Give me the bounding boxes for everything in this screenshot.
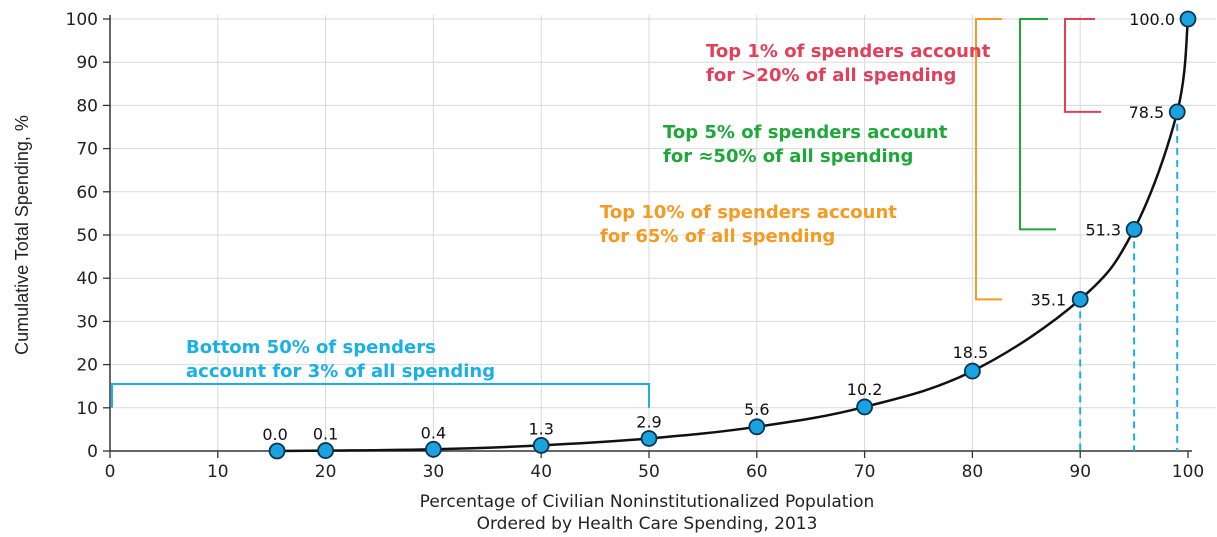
y-tick-label-30: 30	[76, 312, 98, 332]
data-point-0.0	[268, 442, 286, 460]
annotation-top5-line1: Top 5% of spenders account	[663, 122, 948, 143]
data-points	[268, 10, 1197, 460]
x-tick-label-10: 10	[207, 462, 229, 482]
x-tick-label-60: 60	[746, 462, 768, 482]
data-label-100.0: 100.0	[1129, 10, 1175, 29]
x-tick-label-40: 40	[530, 462, 552, 482]
annotation-top5-line2: for ≈50% of all spending	[663, 146, 913, 167]
x-tick-label-20: 20	[315, 462, 337, 482]
annotation-top1-line2: for >20% of all spending	[706, 65, 956, 86]
annotation-top10-line1: Top 10% of spenders account	[600, 202, 897, 223]
data-point-0.1	[317, 442, 335, 459]
data-point-2.9	[640, 430, 658, 447]
y-tick-label-60: 60	[76, 183, 98, 203]
data-label-10.2: 10.2	[847, 380, 883, 399]
x-axis-title-line1: Percentage of Civilian Noninstitutionali…	[420, 492, 875, 512]
data-point-78.5	[1168, 103, 1186, 121]
y-axis-title: Cumulative Total Spending, %	[12, 115, 32, 355]
y-tick-label-0: 0	[87, 442, 98, 462]
bracket-bottom50	[111, 383, 650, 408]
data-point-5.6	[748, 418, 766, 436]
y-tick-label-50: 50	[76, 226, 98, 246]
data-point-35.1	[1071, 290, 1089, 308]
bracket-top1	[1064, 18, 1101, 113]
data-point-0.4	[424, 440, 442, 458]
annotation-top1-line1: Top 1% of spenders account	[706, 41, 991, 62]
data-label-78.5: 78.5	[1129, 103, 1165, 122]
data-label-0.1: 0.1	[313, 425, 338, 444]
y-tick-label-20: 20	[76, 356, 98, 376]
y-tick-label-70: 70	[76, 140, 98, 160]
drop-lines	[1079, 111, 1179, 451]
data-point-100.0	[1179, 10, 1197, 28]
data-labels: 0.0 0.1 0.4 1.3 2.9 5.6 10.2 18.5 35.1 51.3 78.5 10…	[262, 10, 1175, 444]
x-tick-label-80: 80	[962, 462, 984, 482]
data-label-2.9: 2.9	[636, 412, 661, 431]
y-tick-label-10: 10	[76, 399, 98, 419]
data-point-18.5	[964, 362, 981, 380]
y-tick-label-100: 100	[66, 10, 98, 30]
y-tick-label-90: 90	[76, 53, 98, 73]
x-tick-label-0: 0	[105, 462, 116, 482]
data-label-18.5: 18.5	[953, 343, 989, 362]
data-label-51.3: 51.3	[1085, 220, 1121, 239]
y-tick-label-80: 80	[76, 96, 98, 116]
annotation-bottom50-line1: Bottom 50% of spenders	[186, 337, 436, 358]
bracket-top5	[1019, 18, 1056, 231]
x-axis-title-line2: Ordered by Health Care Spending, 2013	[477, 514, 818, 534]
x-tick-label-100: 100	[1172, 462, 1204, 482]
grid	[110, 15, 1216, 451]
data-label-0.0: 0.0	[262, 425, 287, 444]
x-tick-label-50: 50	[638, 462, 660, 482]
annotation-top10-line2: for 65% of all spending	[600, 226, 835, 247]
data-label-0.4: 0.4	[421, 423, 446, 442]
x-tick-label-30: 30	[423, 462, 445, 482]
data-label-1.3: 1.3	[528, 419, 553, 438]
data-point-1.3	[532, 436, 550, 454]
x-tick-label-90: 90	[1069, 462, 1091, 482]
annotations: Bottom 50% of spenders account for 3% of…	[186, 41, 991, 382]
data-label-35.1: 35.1	[1031, 290, 1067, 309]
x-tick-label-70: 70	[854, 462, 876, 482]
y-tick-label-40: 40	[76, 269, 98, 289]
tick-labels: 0 10 20 30 40 50 60 70 80 90 100 0 10 20 30 40 50 60 70 80 9…	[66, 10, 1205, 482]
data-point-51.3	[1125, 220, 1143, 238]
annotation-brackets	[111, 18, 1101, 408]
data-point-10.2	[856, 398, 873, 416]
data-label-5.6: 5.6	[744, 400, 769, 419]
annotation-bottom50-line2: account for 3% of all spending	[186, 361, 495, 382]
bracket-top10	[975, 18, 1002, 301]
